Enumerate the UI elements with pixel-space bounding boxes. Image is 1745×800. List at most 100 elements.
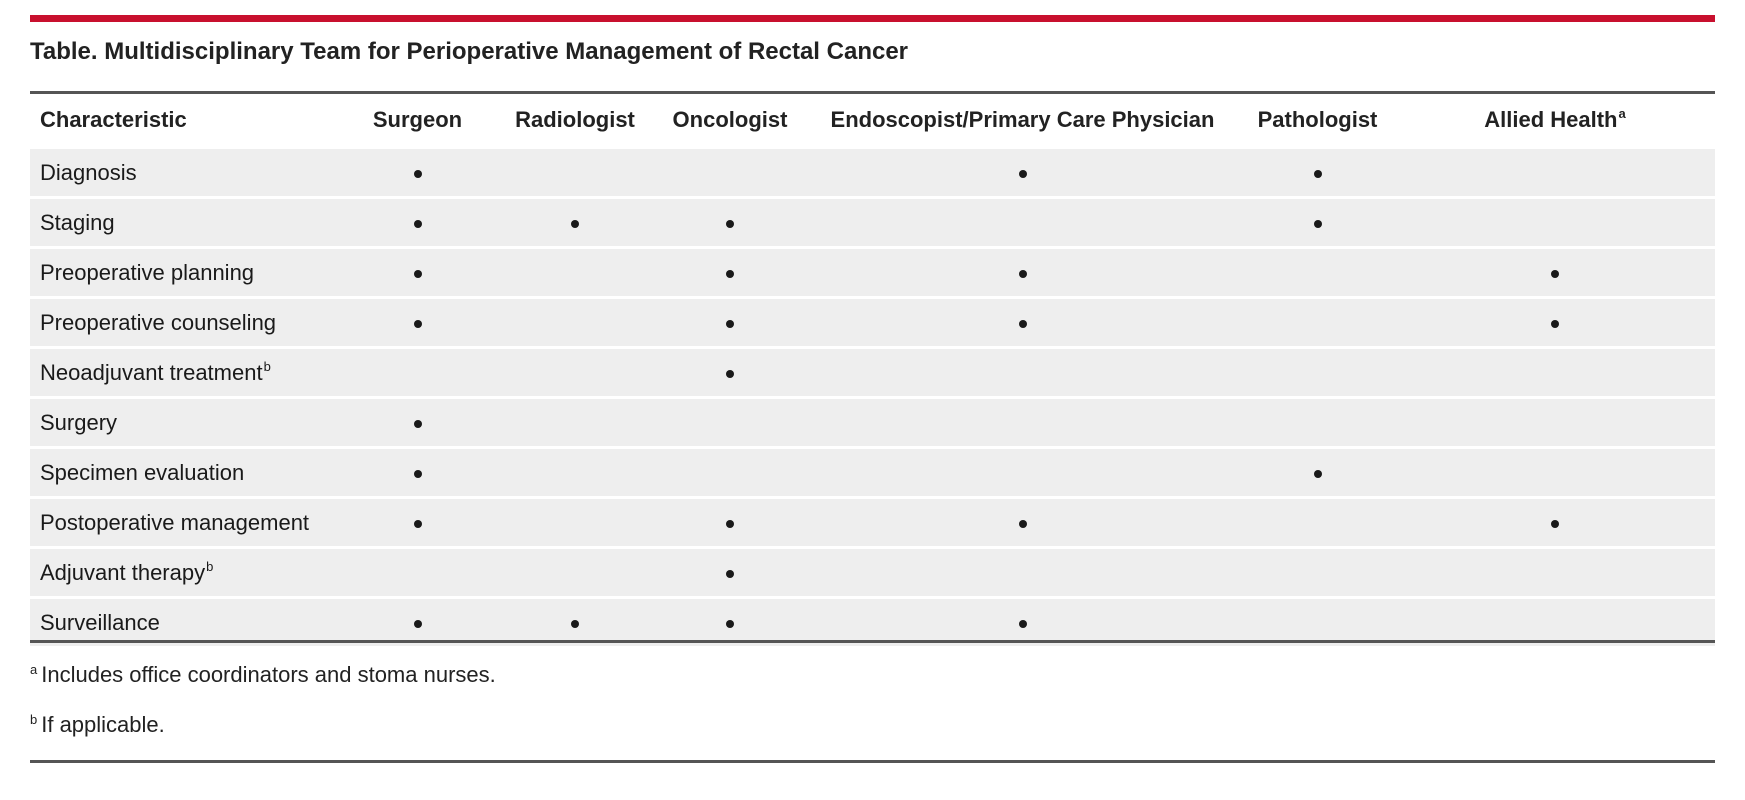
row-label: Specimen evaluation [40,460,245,485]
row-label-cell: Preoperative planning [30,248,340,298]
table-cell [805,548,1240,598]
row-label: Adjuvant therapy [40,560,206,585]
table-figure: Table. Multidisciplinary Team for Periop… [30,0,1715,800]
footnote-text: If applicable. [41,712,165,737]
bullet-marker [1551,270,1559,279]
bullet-marker [413,470,422,479]
row-label-cell: Adjuvant therapyb [30,548,340,598]
table-row: Preoperative planning [30,247,1715,298]
table-cell [1395,498,1715,548]
row-label-cell: Postoperative management [30,498,340,548]
row-label-cell: Staging [30,198,340,248]
row-label-cell: Diagnosis [30,148,340,198]
bullet-marker [1313,220,1322,229]
table-cell [1395,598,1715,647]
table-cell [1240,148,1395,198]
table-cell [1240,398,1395,448]
table-row: Diagnosis [30,147,1715,198]
table-cell [495,498,655,548]
table-cell [495,298,655,348]
table-cell [495,198,655,248]
bullet-marker [726,570,734,579]
row-label-cell: Surgery [30,398,340,448]
bullet-marker [413,320,422,329]
table-cell [495,148,655,198]
table-cell [340,198,495,248]
bullet-marker [413,420,422,429]
table-row: Neoadjuvant treatmentb [30,347,1715,398]
column-header-radiologist: Radiologist [515,107,635,132]
column-header-surgeon: Surgeon [372,107,463,132]
table-cell [655,198,805,248]
bullet-marker [726,620,734,629]
table-cell [340,598,495,647]
table-cell [655,598,805,647]
table-cell [340,248,495,298]
table-cell [495,348,655,398]
header-row: Characteristic Surgeon Radiologist Oncol… [30,94,1715,148]
footnote-text: Includes office coordinators and stoma n… [41,662,496,687]
bullet-marker [726,270,734,279]
table-row: Specimen evaluation [30,447,1715,498]
table-cell [495,398,655,448]
table-cell [1395,398,1715,448]
bullet-marker [1551,520,1559,529]
table-row: Surveillance [30,597,1715,647]
bullet-marker [413,220,422,229]
accent-rule [30,15,1715,22]
column-header-characteristic: Characteristic [40,107,187,132]
bullet-marker [571,620,579,629]
bullet-marker [1018,270,1027,279]
table-cell [805,598,1240,647]
table-cell [340,548,495,598]
table-cell [1395,448,1715,498]
bullet-marker [1018,520,1027,529]
footnote-marker: a [1618,106,1626,121]
bullet-marker [571,220,579,229]
footnote-b: b If applicable. [30,710,165,740]
table-cell [655,248,805,298]
bullet-marker [1018,620,1027,629]
bullet-marker [1313,170,1322,179]
table-cell [340,448,495,498]
table-cell [655,448,805,498]
table-cell [340,298,495,348]
row-label: Preoperative planning [40,260,255,285]
table-title: Table. Multidisciplinary Team for Periop… [30,38,909,65]
table-cell [495,598,655,647]
table-cell [1395,198,1715,248]
table-cell [340,148,495,198]
table-cell [1395,548,1715,598]
table-cell [655,398,805,448]
footnote-marker: b [206,559,214,574]
table-cell [1395,348,1715,398]
table-cell [655,498,805,548]
row-label: Staging [40,210,115,235]
table-cell [655,548,805,598]
bullet-marker [1551,320,1559,329]
table-cell [495,548,655,598]
row-label: Diagnosis [40,160,137,185]
column-header-endoscopist: Endoscopist/Primary Care Physician [830,107,1215,132]
bullet-marker [726,320,734,329]
table-cell [655,148,805,198]
row-label-cell: Surveillance [30,598,340,647]
table-cell [495,448,655,498]
bullet-marker [413,520,422,529]
bullet-marker [726,370,734,379]
table-row: Surgery [30,397,1715,448]
table-cell [1240,448,1395,498]
bullet-marker [726,220,734,229]
footnote-marker: a [30,662,38,677]
table-cell [805,148,1240,198]
table-cell [1395,298,1715,348]
table-cell [805,448,1240,498]
table-cell [805,398,1240,448]
data-table: Characteristic Surgeon Radiologist Oncol… [30,94,1715,646]
row-label: Preoperative counseling [40,310,277,335]
table-cell [655,298,805,348]
header-top-rule [30,91,1715,94]
table-cell [805,198,1240,248]
footnote-marker: b [30,712,38,727]
table-cell [805,298,1240,348]
